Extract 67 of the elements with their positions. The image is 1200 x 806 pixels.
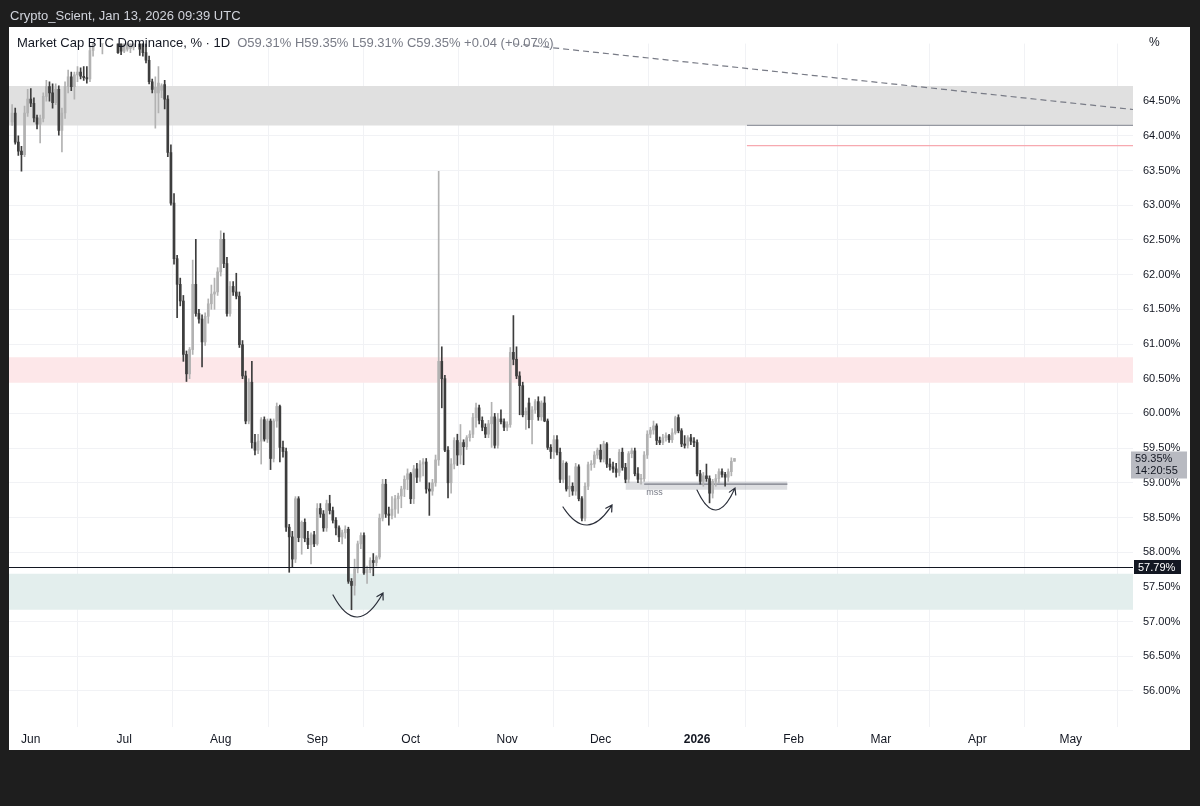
x-tick-label: May xyxy=(1059,731,1083,746)
candlestick xyxy=(711,478,714,499)
y-tick-label: 61.50% xyxy=(1143,302,1181,315)
candlestick xyxy=(627,451,630,484)
candlestick xyxy=(462,439,465,466)
y-tick-label: 62.50% xyxy=(1143,232,1181,245)
ref-line-label: 57.79% xyxy=(1138,560,1176,573)
y-tick-label: 58.00% xyxy=(1143,545,1181,558)
y-tick-label: 56.50% xyxy=(1143,649,1181,662)
candlestick xyxy=(409,472,412,504)
y-tick-label: 57.00% xyxy=(1143,614,1181,627)
x-tick-label: Aug xyxy=(210,731,232,746)
y-tick-label: 62.00% xyxy=(1143,267,1181,280)
y-tick-label: 61.00% xyxy=(1143,337,1181,350)
candlestick xyxy=(154,76,157,129)
x-tick-label: Sep xyxy=(306,731,329,746)
chart-title: Market Cap BTC Dominance, % · 1D xyxy=(17,35,231,50)
y-tick-label: 63.00% xyxy=(1143,198,1181,211)
candlestick xyxy=(294,496,297,563)
x-tick-label: 2026 xyxy=(683,731,711,746)
text: Crypto_Scient, Jan 13, 2026 09:39 UTC xyxy=(10,8,241,23)
x-tick-label: Nov xyxy=(496,731,518,746)
candlestick xyxy=(262,416,266,442)
x-tick-label: Jun xyxy=(21,731,41,746)
candlestick xyxy=(51,83,54,109)
candlestick xyxy=(574,463,577,496)
candlestick xyxy=(459,424,462,465)
series-label: mss xyxy=(646,487,664,498)
candlestick xyxy=(160,83,163,99)
x-tick-label: Apr xyxy=(967,731,987,746)
text: 59.35% xyxy=(1135,452,1173,465)
candlestick xyxy=(297,496,300,543)
y-tick-label: 57.50% xyxy=(1143,579,1181,592)
candlestick xyxy=(456,433,459,466)
y-tick-label: 56.00% xyxy=(1143,683,1181,696)
x-tick-label: Feb xyxy=(783,731,805,746)
y-tick-label: 59.50% xyxy=(1143,441,1181,454)
y-tick-label: 64.50% xyxy=(1143,94,1181,107)
candlestick xyxy=(655,423,658,445)
y-tick-label: 64.00% xyxy=(1143,128,1181,141)
candlestick xyxy=(593,451,596,468)
x-tick-label: Dec xyxy=(589,731,612,746)
x-tick-label: Oct xyxy=(401,731,421,746)
text: 14:20:55 xyxy=(1135,464,1178,477)
candlestick xyxy=(540,400,543,421)
y-tick-label: 63.50% xyxy=(1143,163,1181,176)
candlestick xyxy=(571,482,574,496)
candlestick xyxy=(82,66,86,81)
y-tick-label: 58.50% xyxy=(1143,510,1181,523)
candlestick xyxy=(565,461,568,492)
candlestick xyxy=(266,418,269,443)
y-tick-label: 59.00% xyxy=(1143,475,1181,488)
y-tick-label: 60.00% xyxy=(1143,406,1181,419)
candlestick xyxy=(568,475,571,497)
candlestick xyxy=(652,420,655,435)
candlestick xyxy=(702,472,705,487)
y-axis-title: % xyxy=(1149,35,1160,49)
candlestick xyxy=(599,444,602,463)
candlestick xyxy=(602,440,606,463)
candlestick xyxy=(490,401,493,448)
x-tick-label: Mar xyxy=(870,731,892,746)
candlestick xyxy=(79,67,82,80)
y-tick-label: 60.50% xyxy=(1143,371,1181,384)
chart-subtitle: O59.31% H59.35% L59.31% C59.35% +0.04 (+0.07%) xyxy=(237,35,554,50)
candlestick xyxy=(269,418,272,470)
candlestick xyxy=(325,499,328,532)
x-tick-label: Jul xyxy=(116,731,132,746)
